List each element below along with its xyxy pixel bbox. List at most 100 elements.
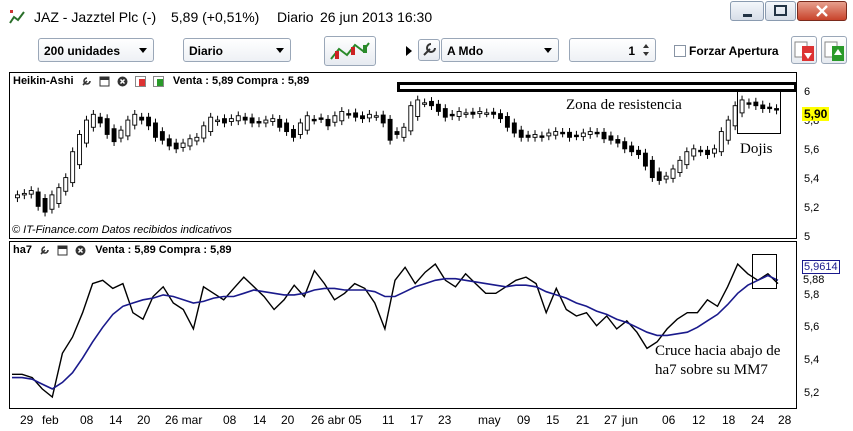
order-type-value: A Mdo <box>447 44 484 58</box>
candle <box>49 190 55 214</box>
candle <box>325 115 331 131</box>
resistance-zone-label: Zona de resistencia <box>566 97 682 113</box>
quantity-select[interactable]: 200 unidades <box>38 38 154 62</box>
crossover-box <box>752 254 777 289</box>
close-icon[interactable] <box>75 245 86 256</box>
sell-order-icon[interactable] <box>134 75 146 87</box>
candle <box>297 118 303 139</box>
candle <box>622 137 628 154</box>
panel1-y-tick-label: 5,4 <box>804 173 820 186</box>
candle <box>284 118 290 136</box>
candle <box>104 114 110 139</box>
candle <box>449 110 455 121</box>
timeframe-value: Diario <box>189 44 224 58</box>
candle <box>291 125 296 142</box>
candle <box>139 112 145 125</box>
x-tick-label: 27 <box>604 413 618 427</box>
candle <box>153 118 158 142</box>
panel2-legend: ha7 Venta : 5,89 Compra : 5,89 <box>13 244 232 260</box>
candle <box>553 127 559 140</box>
sell-button[interactable] <box>791 36 817 64</box>
candle <box>401 122 407 142</box>
heikin-ashi-panel[interactable]: Heikin-Ashi Venta : 5,89 Compra : 5,89 ©… <box>9 72 797 239</box>
close-icon[interactable] <box>117 76 128 87</box>
maximize-button[interactable] <box>765 1 796 21</box>
candle <box>90 110 96 132</box>
resistance-zone-box <box>397 82 797 92</box>
chevron-right-icon[interactable] <box>406 46 412 56</box>
candle <box>435 99 441 116</box>
stepper-arrows-icon[interactable] <box>642 43 650 57</box>
candle <box>739 95 745 118</box>
panel1-legend: Heikin-Ashi Venta : 5,89 Compra : 5,89 <box>13 75 309 91</box>
chart-type-button[interactable] <box>324 36 376 66</box>
candle <box>346 109 352 119</box>
wrench-button[interactable] <box>418 39 440 61</box>
candle <box>180 138 186 152</box>
candle <box>311 115 317 125</box>
candle <box>649 156 655 182</box>
candle <box>84 115 89 148</box>
candle <box>146 112 152 131</box>
panel1-y-tick-label: 5,2 <box>804 202 820 215</box>
x-tick-label: 20 <box>137 413 151 427</box>
title-bar: JAZ - Jazztel Plc (-) 5,89 (+0,51%) Diar… <box>0 0 853 34</box>
panel1-last-value: 5,90 <box>802 107 830 121</box>
candles-chart-icon <box>330 42 370 60</box>
candle <box>484 108 490 118</box>
x-tick-label: 26 mar <box>165 413 203 427</box>
chevron-down-icon <box>544 48 552 53</box>
candle <box>353 108 359 122</box>
x-tick-label: 23 <box>438 413 452 427</box>
candle <box>442 104 448 122</box>
candle <box>242 112 248 125</box>
wrench-icon[interactable] <box>39 245 50 256</box>
buy-button[interactable] <box>821 36 847 64</box>
candle <box>525 130 531 142</box>
sell-arrow-icon <box>794 41 814 61</box>
wrench-icon[interactable] <box>81 76 92 87</box>
panel2-y-tick-label: 5,6 <box>804 321 820 334</box>
force-open-checkbox[interactable] <box>674 45 686 57</box>
candle <box>42 194 48 217</box>
x-tick-label: 18 <box>722 413 736 427</box>
x-tick-label: 20 <box>281 413 295 427</box>
candle <box>677 156 683 177</box>
candle <box>470 107 476 119</box>
candle <box>670 164 676 183</box>
candle <box>166 134 172 151</box>
x-tick-label: 09 <box>517 413 531 427</box>
crossover-label-line2: ha7 sobre su MM7 <box>655 362 768 378</box>
candle <box>159 127 165 145</box>
panel2-last-value-ha7: 5,88 <box>803 274 825 286</box>
candle <box>125 115 131 141</box>
candle <box>235 111 241 126</box>
window-icon[interactable] <box>99 76 110 87</box>
candle <box>270 114 276 126</box>
crossover-label-line1: Cruce hacia abajo de <box>655 343 781 359</box>
order-type-select[interactable]: A Mdo <box>441 38 559 62</box>
candle <box>760 100 766 113</box>
candle <box>511 118 517 138</box>
minimize-button[interactable] <box>730 1 764 21</box>
candle <box>532 130 538 142</box>
candle <box>656 167 662 185</box>
amount-stepper[interactable]: 1 <box>569 38 656 62</box>
amount-value: 1 <box>628 44 635 58</box>
window-quote: 5,89 (+0,51%) <box>171 9 260 25</box>
close-button[interactable] <box>797 1 847 21</box>
candle <box>546 128 552 141</box>
ha7-panel[interactable]: ha7 Venta : 5,89 Compra : 5,89 <box>9 241 797 409</box>
panel2-y-tick-label: 5,8 <box>804 288 820 301</box>
x-tick-label: 15 <box>546 413 560 427</box>
x-tick-label: 29 <box>20 413 34 427</box>
window-icon[interactable] <box>57 245 68 256</box>
candle <box>173 138 179 154</box>
buy-order-icon[interactable] <box>152 75 164 87</box>
candle <box>567 127 572 142</box>
candle <box>77 130 83 169</box>
candle <box>118 125 124 143</box>
timeframe-select[interactable]: Diario <box>183 38 291 62</box>
candle <box>187 134 193 151</box>
candle <box>256 117 262 128</box>
